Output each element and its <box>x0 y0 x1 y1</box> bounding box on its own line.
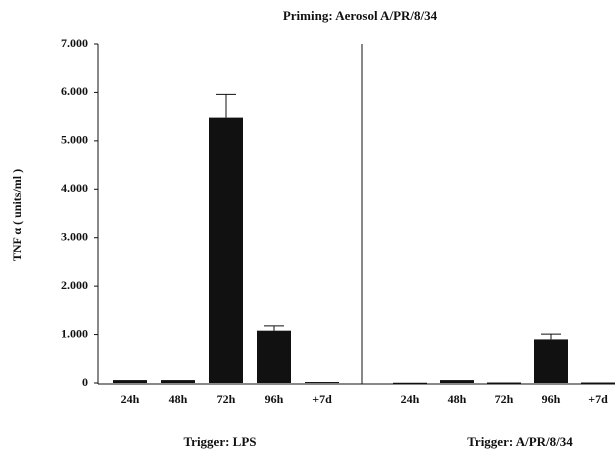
x-tick-label: 48h <box>169 392 188 406</box>
y-tick-label: 3.000 <box>61 229 88 243</box>
y-tick-label: 4.000 <box>61 181 88 195</box>
panel-label: Trigger: LPS <box>183 434 256 449</box>
x-tick-label: 96h <box>265 392 284 406</box>
chart-title: Priming: Aerosol A/PR/8/34 <box>283 8 438 23</box>
bar <box>161 380 195 383</box>
bar <box>393 382 427 384</box>
bar <box>305 382 339 384</box>
x-tick-label: +7d <box>588 392 608 406</box>
x-tick-label: 72h <box>495 392 514 406</box>
bar <box>209 117 243 384</box>
x-tick-label: 24h <box>121 392 140 406</box>
panel-label: Trigger: A/PR/8/34 <box>467 434 573 449</box>
x-tick-label: 48h <box>448 392 467 406</box>
bar <box>581 382 615 384</box>
bar <box>534 339 568 383</box>
x-tick-label: 24h <box>401 392 420 406</box>
x-tick-label: 96h <box>542 392 561 406</box>
y-tick-label: 6.000 <box>61 84 88 98</box>
y-tick-label: 1.000 <box>61 326 88 340</box>
y-tick-label: 0 <box>82 375 88 389</box>
y-axis-label: TNF α ( units/ml ) <box>10 169 24 261</box>
x-tick-label: 72h <box>217 392 236 406</box>
y-tick-label: 2.000 <box>61 278 88 292</box>
x-tick-label: +7d <box>312 392 332 406</box>
bar <box>257 330 291 383</box>
bar <box>487 382 521 384</box>
y-tick-label: 5.000 <box>61 133 88 147</box>
bar <box>440 380 474 383</box>
bar <box>113 380 147 383</box>
y-tick-label: 7.000 <box>61 36 88 50</box>
